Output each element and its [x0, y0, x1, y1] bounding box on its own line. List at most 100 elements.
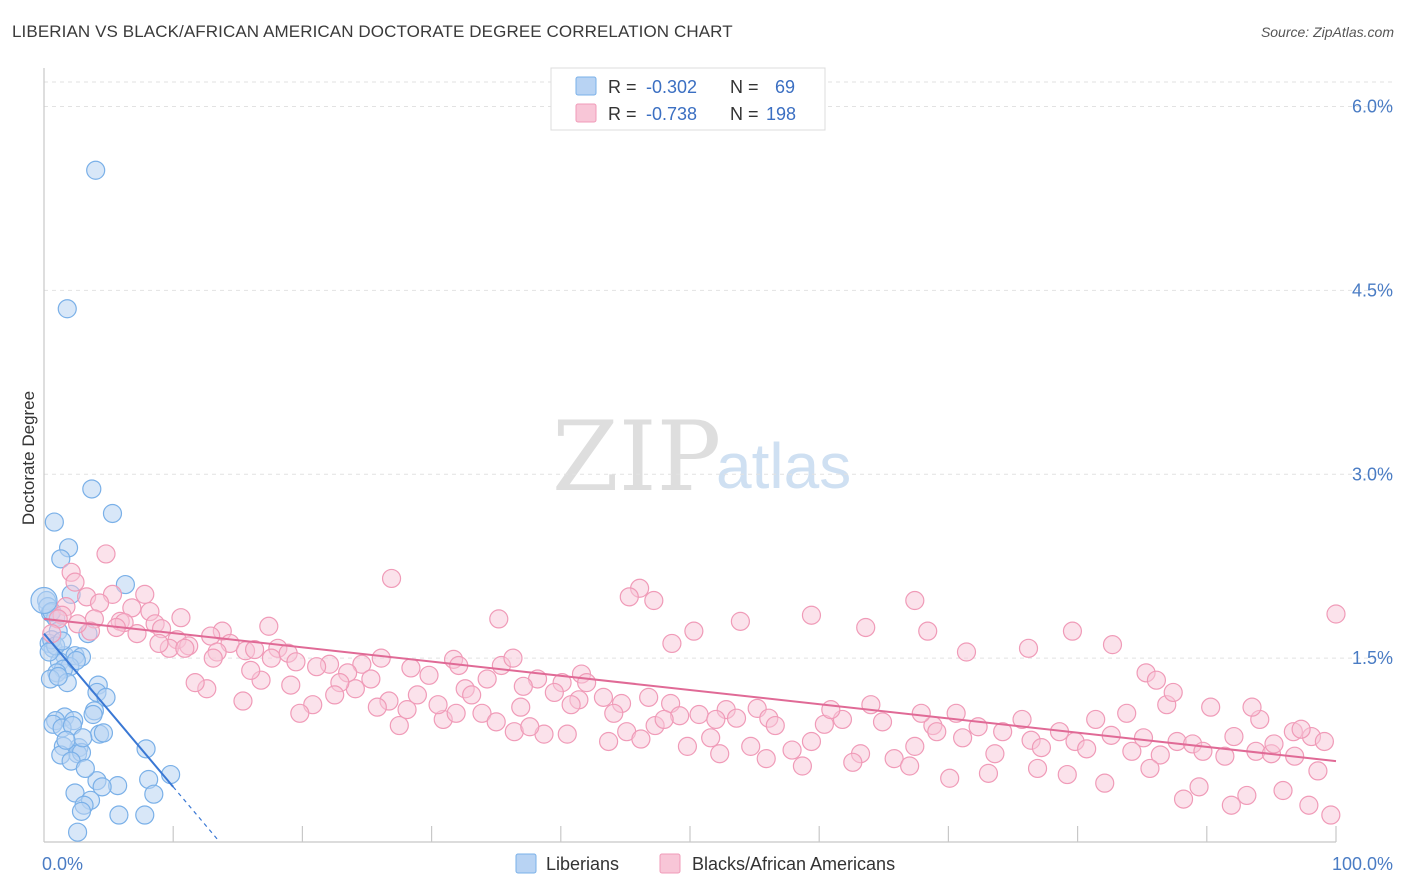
blacks-point [361, 669, 381, 689]
blacks-point [96, 544, 116, 564]
blacks-point [185, 673, 205, 693]
blacks-point [65, 572, 85, 592]
liberians-point [75, 758, 95, 779]
liberians-point [44, 512, 64, 532]
blacks-point [599, 731, 619, 752]
blacks-point [677, 736, 698, 756]
blacks-point [371, 648, 391, 668]
blacks-point [259, 616, 279, 636]
blacks-point [993, 722, 1013, 742]
liberians-points [30, 160, 181, 842]
liberians-point [73, 728, 93, 748]
legend-liberians-label: Liberians [546, 854, 619, 874]
x-tick-label-max: 100.0% [1332, 854, 1393, 874]
blacks-trend-line [43, 617, 1337, 763]
blacks-point [89, 593, 110, 613]
blacks-point [511, 697, 531, 717]
blacks-point [1242, 697, 1262, 717]
blacks-point [1264, 734, 1284, 754]
liberians-trend-line [43, 632, 174, 788]
liberians-point [83, 704, 103, 725]
trend-lines [43, 617, 1337, 841]
blacks-point [765, 715, 785, 736]
blacks-point [1077, 739, 1097, 759]
blacks-point [281, 675, 301, 695]
blacks-point [706, 709, 726, 730]
blacks-point [1237, 785, 1257, 806]
y-tick-label-3: 6.0% [1352, 97, 1393, 117]
blacks-point [1291, 719, 1311, 739]
blacks-point [905, 736, 925, 756]
blacks-point [701, 728, 721, 748]
blacks-point [730, 611, 750, 631]
watermark-zip: ZIP [552, 401, 721, 513]
blacks-point [1321, 805, 1341, 825]
y-tick-label-1: 3.0% [1352, 464, 1393, 484]
liberians-trend-extension [172, 786, 219, 841]
legend-liberians-swatch [515, 853, 537, 874]
blacks-point [710, 744, 730, 764]
blacks-point [407, 685, 427, 705]
liberians-point [56, 730, 76, 750]
blacks-point [1299, 795, 1319, 815]
blacks-point [127, 624, 147, 644]
blacks-point [503, 648, 523, 668]
blacks-point [900, 756, 920, 776]
x-tick-label-min: 0.0% [42, 854, 83, 874]
blacks-swatch [575, 103, 597, 123]
liberians-n-value: 69 [775, 77, 795, 97]
liberians-point [82, 479, 102, 499]
blacks-n-label: N = [730, 104, 759, 124]
blacks-point [911, 703, 931, 723]
blacks-point [1189, 777, 1209, 797]
liberians-point [115, 574, 135, 595]
axes [43, 68, 1337, 843]
blacks-point [233, 691, 253, 711]
blacks-point [940, 768, 960, 788]
blacks-point [290, 703, 310, 723]
blacks-point [821, 700, 841, 720]
blacks-point [593, 687, 614, 707]
liberians-point [102, 503, 123, 524]
liberians-n-label: N = [730, 77, 759, 97]
legend-blacks-label: Blacks/African Americans [692, 854, 895, 874]
blacks-point [389, 715, 409, 736]
blacks-point [135, 584, 155, 604]
blacks-point [1012, 709, 1032, 730]
blacks-point [1086, 709, 1106, 730]
blacks-r-value: -0.738 [646, 104, 697, 124]
liberians-point [39, 642, 59, 662]
blacks-point [978, 763, 999, 783]
blacks-point [1314, 731, 1334, 752]
blacks-point [1140, 758, 1160, 779]
blacks-point [489, 609, 509, 629]
blacks-point [792, 756, 813, 776]
liberians-point [66, 650, 86, 671]
liberians-point [71, 801, 92, 821]
blacks-point [604, 703, 624, 723]
blacks-point [1201, 697, 1221, 717]
blacks-n-value: 198 [766, 104, 796, 124]
legend-blacks-swatch [659, 853, 681, 874]
blacks-point [122, 598, 142, 618]
blacks-point [419, 665, 439, 685]
blacks-point [307, 657, 327, 677]
blacks-point [801, 731, 822, 752]
blacks-point [241, 660, 261, 680]
blacks-point [397, 700, 417, 720]
blacks-point [1163, 682, 1183, 703]
blacks-point [1308, 761, 1328, 781]
blacks-point [513, 676, 533, 696]
blacks-point [1031, 738, 1052, 758]
liberians-point [51, 549, 71, 569]
liberians-point [67, 822, 88, 842]
blacks-point [1102, 635, 1123, 655]
liberians-point [92, 777, 112, 797]
liberians-r-label: R = [608, 77, 637, 97]
blacks-point [654, 709, 674, 730]
blacks-point [446, 703, 466, 723]
blacks-point [561, 695, 581, 715]
y-tick-label-2: 4.5% [1352, 280, 1393, 300]
blacks-point [927, 722, 947, 742]
